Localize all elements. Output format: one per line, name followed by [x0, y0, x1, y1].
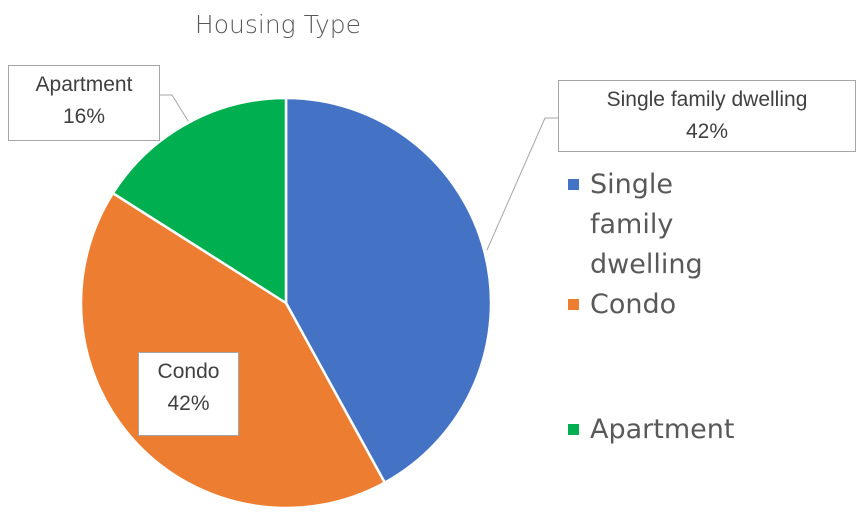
legend-swatch	[568, 179, 579, 190]
legend-item: Single family dwelling	[568, 165, 728, 285]
legend-swatch	[568, 299, 579, 310]
pie-slice	[284, 96, 493, 485]
legend-item: Condo	[568, 285, 728, 325]
leader-line	[160, 94, 191, 125]
legend-label: Apartment	[590, 414, 735, 445]
data-label-name: Condo	[157, 360, 220, 383]
chart-title: Housing Type	[194, 10, 362, 39]
data-label: Apartment 16%	[8, 65, 160, 141]
data-label-value: 16%	[62, 105, 106, 128]
data-label: Single family dwelling 42%	[558, 80, 856, 152]
data-label-name: Apartment	[35, 73, 133, 96]
data-label: Condo 42%	[138, 352, 239, 436]
data-label-value: 42%	[167, 392, 210, 415]
leader-line	[486, 117, 558, 251]
data-label-name: Single family dwelling	[606, 88, 808, 111]
legend-label: Single family dwelling	[590, 169, 703, 280]
legend-swatch	[568, 424, 579, 435]
legend-item: Apartment	[568, 410, 735, 450]
legend-label: Condo	[590, 289, 677, 320]
data-label-value: 42%	[685, 120, 729, 143]
pie-slice	[111, 96, 288, 306]
